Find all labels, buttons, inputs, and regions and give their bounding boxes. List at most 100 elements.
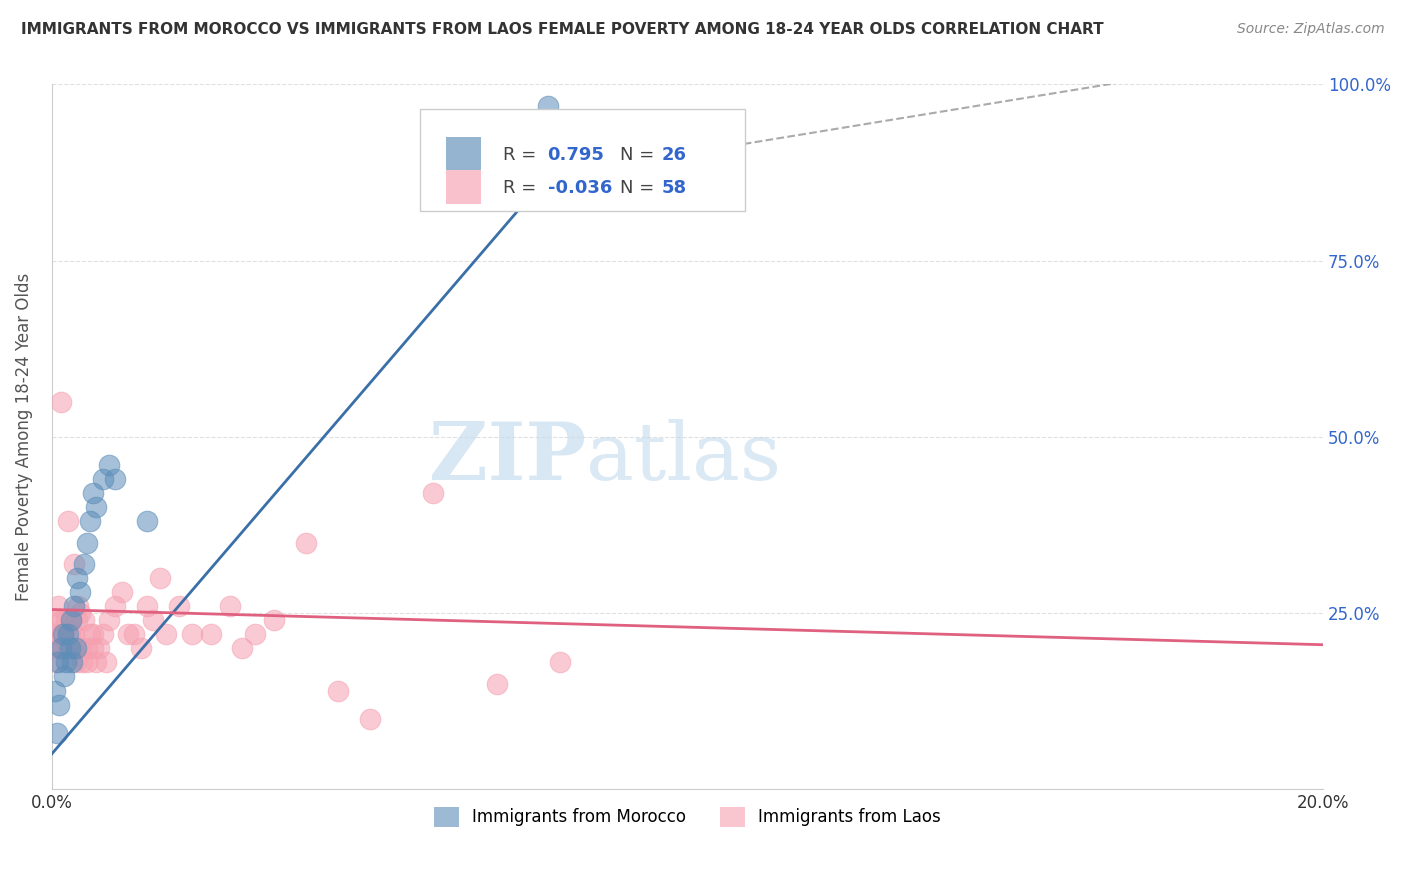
Point <box>51 641 73 656</box>
Point <box>117 627 139 641</box>
Text: 58: 58 <box>662 179 688 197</box>
Text: R =: R = <box>503 179 543 197</box>
Point <box>48 641 70 656</box>
Point <box>76 656 98 670</box>
Point <box>91 472 114 486</box>
Text: R =: R = <box>503 146 543 164</box>
Y-axis label: Female Poverty Among 18-24 Year Olds: Female Poverty Among 18-24 Year Olds <box>15 273 32 601</box>
Point <box>72 656 94 670</box>
Point <box>63 557 86 571</box>
Point <box>263 613 285 627</box>
Point <box>48 698 70 712</box>
Legend: Immigrants from Morocco, Immigrants from Laos: Immigrants from Morocco, Immigrants from… <box>427 800 948 834</box>
Point <box>326 683 349 698</box>
Point <box>218 599 240 613</box>
Point <box>104 599 127 613</box>
FancyBboxPatch shape <box>420 109 745 211</box>
Point <box>59 613 82 627</box>
Point <box>79 515 101 529</box>
Point <box>167 599 190 613</box>
Point <box>69 641 91 656</box>
Point <box>53 627 76 641</box>
Point <box>56 641 79 656</box>
Point <box>51 613 73 627</box>
Point <box>76 535 98 549</box>
Point <box>55 613 77 627</box>
Point <box>66 571 89 585</box>
Point <box>136 599 159 613</box>
Point <box>58 641 80 656</box>
Point <box>56 515 79 529</box>
Text: 0.795: 0.795 <box>547 146 605 164</box>
Point <box>97 458 120 472</box>
Text: Source: ZipAtlas.com: Source: ZipAtlas.com <box>1237 22 1385 37</box>
Point <box>72 613 94 627</box>
Point <box>94 656 117 670</box>
FancyBboxPatch shape <box>446 169 481 203</box>
Point <box>243 627 266 641</box>
FancyBboxPatch shape <box>446 136 481 170</box>
Text: ZIP: ZIP <box>429 419 586 497</box>
Point <box>63 599 86 613</box>
Text: atlas: atlas <box>586 419 780 497</box>
Text: -0.036: -0.036 <box>547 179 612 197</box>
Point <box>485 676 508 690</box>
Point <box>56 627 79 641</box>
Point <box>359 712 381 726</box>
Point <box>52 627 75 641</box>
Point <box>45 656 67 670</box>
Point <box>69 585 91 599</box>
Point <box>550 656 572 670</box>
Point <box>46 656 69 670</box>
Point <box>89 641 111 656</box>
Point <box>91 627 114 641</box>
Point <box>65 641 87 656</box>
Point <box>63 627 86 641</box>
Point <box>58 627 80 641</box>
Point <box>44 683 66 698</box>
Point <box>52 641 75 656</box>
Point <box>60 656 83 670</box>
Point <box>82 627 104 641</box>
Point <box>76 641 98 656</box>
Point <box>422 486 444 500</box>
Point <box>231 641 253 656</box>
Point <box>53 669 76 683</box>
Point <box>84 500 107 515</box>
Point <box>45 613 67 627</box>
Point <box>82 641 104 656</box>
Point <box>66 613 89 627</box>
Point <box>44 627 66 641</box>
Text: 26: 26 <box>662 146 688 164</box>
Point <box>200 627 222 641</box>
Text: N =: N = <box>620 179 659 197</box>
Text: IMMIGRANTS FROM MOROCCO VS IMMIGRANTS FROM LAOS FEMALE POVERTY AMONG 18-24 YEAR : IMMIGRANTS FROM MOROCCO VS IMMIGRANTS FR… <box>21 22 1104 37</box>
Text: N =: N = <box>620 146 659 164</box>
Point <box>46 599 69 613</box>
Point <box>104 472 127 486</box>
Point <box>55 656 77 670</box>
Point <box>129 641 152 656</box>
Point <box>42 641 65 656</box>
Point <box>69 606 91 620</box>
Point <box>136 515 159 529</box>
Point <box>180 627 202 641</box>
Point <box>84 656 107 670</box>
Point <box>59 613 82 627</box>
Point <box>149 571 172 585</box>
Point <box>45 726 67 740</box>
Point <box>155 627 177 641</box>
Point <box>97 613 120 627</box>
Point <box>49 627 72 641</box>
Point <box>536 98 558 112</box>
Point <box>67 599 90 613</box>
Point <box>295 535 318 549</box>
Point <box>111 585 134 599</box>
Point <box>51 394 73 409</box>
Point <box>79 627 101 641</box>
Point <box>142 613 165 627</box>
Point <box>65 656 87 670</box>
Point <box>72 557 94 571</box>
Point <box>124 627 146 641</box>
Point <box>82 486 104 500</box>
